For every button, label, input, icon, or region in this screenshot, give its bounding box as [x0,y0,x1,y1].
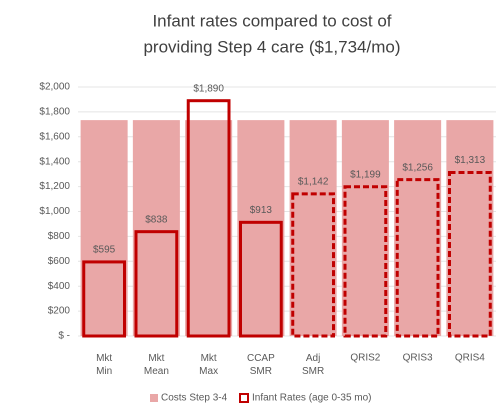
x-tick-line: SMR [250,366,272,377]
x-tick-label: CCAP SMR [247,353,275,377]
y-tick-label: $1,200 [39,181,70,192]
cost-bar [446,120,494,336]
data-label: $913 [250,205,273,216]
legend-label: Costs Step 3-4 [161,393,228,404]
x-tick-label: QRIS3 [403,353,433,364]
x-tick-line: Mkt [148,353,164,364]
legend-label: Infant Rates (age 0-35 mo) [252,393,372,404]
x-tick-label: Mkt Mean [144,353,169,377]
y-tick-label: $600 [48,256,71,267]
cost-bar [185,120,233,336]
x-tick-line: Mean [144,366,169,377]
cost-bar [341,120,389,336]
cost-bar [394,120,442,336]
data-label: $595 [93,245,116,256]
rate-bar [186,99,231,338]
x-tick-line: Mkt [96,353,112,364]
data-label: $1,199 [350,169,381,180]
y-tick-label: $1,000 [39,206,70,217]
legend-swatch [239,393,249,403]
rate-bar [291,192,336,338]
x-tick-label: QRIS4 [455,353,485,364]
rate-bar [134,230,179,338]
data-label: $1,890 [193,83,224,94]
x-tick-label: Mkt Min [96,353,112,377]
x-tick-line: Max [199,366,218,377]
rate-bar [395,178,440,338]
cost-bar [80,120,128,336]
data-label: $1,313 [455,155,486,166]
x-tick-label: Mkt Max [199,353,218,377]
chart-title: Infant rates compared to cost of [152,11,391,30]
y-tick-label: $1,400 [39,156,70,167]
cost-bar [289,120,337,336]
x-tick-label: Adj SMR [302,353,324,377]
y-tick-label: $1,600 [39,131,70,142]
y-tick-label: $ - [58,331,70,342]
data-label: $1,142 [298,176,329,187]
data-label: $838 [145,214,168,225]
x-tick-line: SMR [302,366,324,377]
legend-swatch [150,394,158,402]
rate-bar [82,260,127,338]
y-tick-label: $800 [48,231,71,242]
cost-bar [132,120,180,336]
rate-bar [238,220,283,338]
x-tick-line: Min [96,366,112,377]
data-label: $1,256 [402,162,433,173]
y-tick-label: $200 [48,306,71,317]
rate-bar [343,185,388,338]
cost-bar [237,120,285,336]
rate-bar [447,171,492,338]
y-tick-label: $400 [48,281,71,292]
x-tick-label: QRIS2 [350,353,380,364]
x-tick-line: Adj [306,353,320,364]
y-tick-label: $2,000 [39,82,70,93]
x-tick-line: Mkt [201,353,217,364]
y-tick-label: $1,800 [39,107,70,118]
x-tick-line: CCAP [247,353,275,364]
chart-title: providing Step 4 care ($1,734/mo) [143,37,400,56]
